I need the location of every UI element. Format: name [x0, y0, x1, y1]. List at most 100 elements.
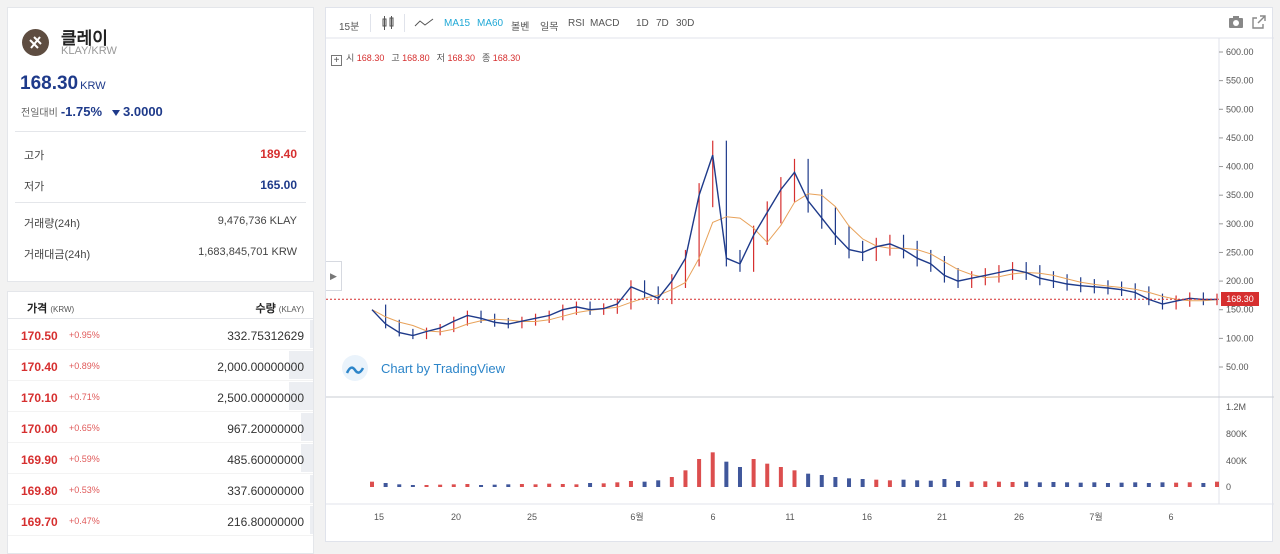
orderbook-row[interactable]: 169.90 +0.59% 485.60000000 [8, 443, 313, 474]
volume-bar [1092, 482, 1097, 487]
volume-bar [397, 484, 402, 487]
volume-bar [969, 481, 974, 487]
orderbook-qty: 2,000.00000000 [217, 360, 304, 374]
volume-bar [983, 481, 988, 487]
price-tick-label: 100.00 [1226, 333, 1254, 343]
volume-bar [1133, 482, 1138, 487]
volume-bar [642, 481, 647, 487]
orderbook-change: +0.47% [69, 516, 100, 526]
volume-bar [669, 477, 674, 487]
price-chart[interactable]: 15분 MA15 MA60 볼벤 일목 RSI MACD 1D 7D 30D 6… [325, 7, 1274, 543]
expand-icon[interactable]: + [331, 55, 342, 66]
time-tick-label: 20 [451, 512, 461, 522]
qty-column-header: 수량 (KLAY) [255, 303, 304, 315]
price-tick-label: 600.00 [1226, 47, 1254, 57]
volume-tick-label: 0 [1226, 482, 1231, 492]
orderbook-qty: 216.80000000 [227, 515, 304, 529]
chart-toolbar: 15분 MA15 MA60 볼벤 일목 RSI MACD 1D 7D 30D [326, 8, 1272, 38]
fullscreen-icon[interactable] [1252, 15, 1266, 29]
volume-bar [465, 484, 470, 487]
orderbook-price: 170.00 [21, 422, 58, 436]
rsi-toggle[interactable]: RSI [568, 18, 585, 29]
change-label: 전일대비 [21, 108, 58, 119]
line-chart-icon[interactable] [414, 15, 434, 31]
candlestick-icon[interactable] [381, 15, 395, 31]
price-tick-label: 150.00 [1226, 305, 1254, 315]
range-7d-button[interactable]: 7D [656, 18, 669, 29]
tradingview-logo-icon [341, 354, 369, 385]
range-30d-button[interactable]: 30D [676, 18, 695, 29]
volume-bar [628, 481, 633, 487]
divider [15, 131, 306, 132]
stat-volume-value: 9,476,736 KLAY [217, 215, 297, 227]
camera-icon[interactable] [1228, 15, 1244, 29]
volume-bar [370, 481, 374, 487]
depth-bar [309, 506, 313, 534]
volume-bar [751, 459, 756, 487]
depth-bar [288, 351, 313, 379]
orderbook-row[interactable]: 169.70 +0.47% 216.80000000 [8, 505, 313, 536]
time-tick-label: 11 [785, 512, 794, 522]
volume-bar [697, 459, 702, 487]
divider [15, 202, 306, 203]
orderbook-qty: 2,500.00000000 [217, 391, 304, 405]
time-tick-label: 16 [862, 512, 872, 522]
volume-bar [1215, 481, 1219, 487]
ohlc-high: 168.80 [402, 53, 430, 63]
macd-toggle[interactable]: MACD [590, 18, 620, 29]
stat-low-label: 저가 [24, 181, 45, 193]
chart-canvas[interactable]: 600.00 550.00 500.00 450.00 400.00 350.00 300.… [326, 8, 1274, 543]
ohlc-legend: + 시 168.30 고 168.80 저 168.30 종 168.30 [331, 51, 527, 66]
orderbook-price: 169.80 [21, 484, 58, 498]
ma60-toggle[interactable]: MA60 [477, 18, 504, 29]
orderbook-row[interactable]: 170.00 +0.65% 967.20000000 [8, 412, 313, 443]
ohlc-open: 168.30 [356, 53, 385, 63]
coin-name: 클레이 [61, 29, 108, 48]
volume-bar [656, 480, 661, 487]
volume-bar [1201, 483, 1206, 487]
volume-bar [928, 480, 933, 487]
price-unit: KRW [80, 80, 106, 92]
divider [370, 14, 371, 32]
volume-bar [601, 483, 606, 487]
ma15-toggle[interactable]: MA15 [444, 18, 471, 29]
bollinger-toggle[interactable]: 볼벤 [511, 22, 530, 33]
time-tick-label: 21 [937, 512, 947, 522]
volume-bar [915, 480, 920, 487]
volume-bar [860, 479, 865, 487]
orderbook-row[interactable]: 170.50 +0.95% 332.75312629 [8, 319, 313, 350]
orderbook-row[interactable]: 170.40 +0.89% 2,000.00000000 [8, 350, 313, 381]
stat-low: 저가 165.00 [24, 178, 297, 194]
volume-bar [1174, 482, 1179, 487]
stat-volume-label: 거래량(24h) [24, 218, 81, 230]
volume-tick-label: 800K [1226, 429, 1247, 439]
volume-bar [1065, 482, 1070, 487]
volume-bar [887, 480, 892, 487]
depth-bar [300, 444, 313, 472]
volume-bar [996, 481, 1001, 487]
volume-bar [710, 452, 715, 487]
down-arrow-icon [112, 109, 121, 116]
interval-selector[interactable]: 15분 [339, 22, 360, 33]
ichimoku-toggle[interactable]: 일목 [540, 22, 559, 33]
price-tick-label: 50.00 [1226, 362, 1249, 372]
range-1d-button[interactable]: 1D [636, 18, 649, 29]
ohlc-low: 168.30 [447, 53, 475, 63]
price-column-header: 가격 (KRW) [27, 303, 75, 315]
volume-bar [806, 473, 811, 487]
orderbook-row[interactable]: 170.10 +0.71% 2,500.00000000 [8, 381, 313, 412]
orderbook-row[interactable]: 169.80 +0.53% 337.60000000 [8, 474, 313, 505]
volume-bar [1119, 482, 1124, 487]
stat-trade-value: 거래대금(24h) 1,683,845,701 KRW [24, 246, 297, 262]
volume-bar [942, 479, 947, 487]
price-tick-label: 300.00 [1226, 219, 1254, 229]
orderbook: 가격 (KRW) 수량 (KLAY) 170.50 +0.95% 332.75312… [7, 291, 314, 554]
orderbook-change: +0.71% [69, 392, 100, 402]
collapse-panel-button[interactable]: ▶ [326, 261, 342, 291]
ma-line [371, 193, 1218, 333]
volume-bar [737, 467, 742, 487]
price-tick-label: 200.00 [1226, 276, 1254, 286]
tradingview-watermark[interactable]: Chart by TradingView [341, 354, 505, 385]
orderbook-qty: 967.20000000 [227, 422, 304, 436]
volume-bar [1037, 482, 1042, 487]
